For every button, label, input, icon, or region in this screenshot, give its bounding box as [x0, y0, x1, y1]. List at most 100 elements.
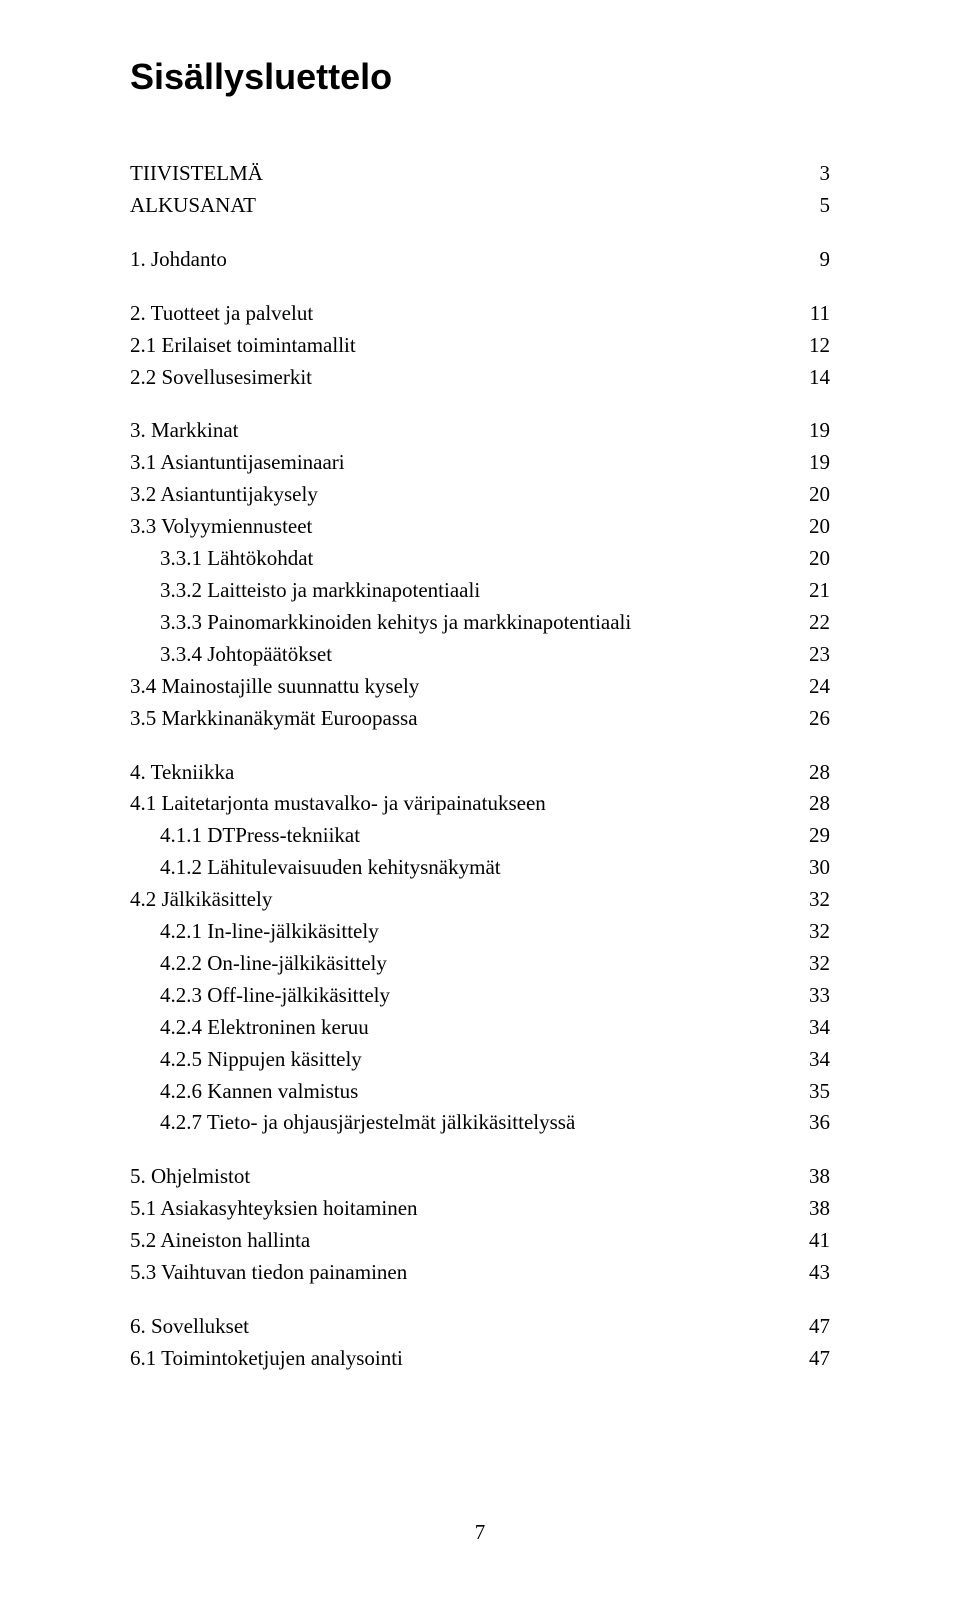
toc-entry: 4.1.1 DTPress-tekniikat 29 — [130, 820, 830, 852]
toc-entry: 3.2 Asiantuntijakysely 20 — [130, 479, 830, 511]
toc-entry-label: 3.3.1 Lähtökohdat — [130, 543, 313, 575]
toc-entry-label: 3.3.2 Laitteisto ja markkinapotentiaali — [130, 575, 480, 607]
toc-entry-page: 33 — [790, 980, 830, 1012]
toc-entry-page: 36 — [790, 1107, 830, 1139]
toc-entry-label: 4.2 Jälkikäsittely — [130, 884, 272, 916]
section-gap — [130, 735, 830, 757]
toc-entry-label: 4.1.1 DTPress-tekniikat — [130, 820, 360, 852]
toc-entry-page: 20 — [790, 511, 830, 543]
toc-entry-page: 21 — [790, 575, 830, 607]
toc-entry: 4.2 Jälkikäsittely 32 — [130, 884, 830, 916]
toc-entry-label: 3.3.4 Johtopäätökset — [130, 639, 332, 671]
toc-entry-label: 3.2 Asiantuntijakysely — [130, 479, 318, 511]
toc-entry-page: 32 — [790, 884, 830, 916]
toc-entry-label: 4. Tekniikka — [130, 757, 234, 789]
toc-entry-label: 4.1 Laitetarjonta mustavalko- ja väripai… — [130, 788, 546, 820]
toc-entry-page: 43 — [790, 1257, 830, 1289]
toc-entry-label: 6.1 Toimintoketjujen analysointi — [130, 1343, 403, 1375]
toc-entry-label: 5. Ohjelmistot — [130, 1161, 250, 1193]
toc-entry: 4.2.6 Kannen valmistus35 — [130, 1076, 830, 1108]
toc-entry: 4. Tekniikka 28 — [130, 757, 830, 789]
toc-entry-page: 41 — [790, 1225, 830, 1257]
toc-entry: 5.2 Aineiston hallinta 41 — [130, 1225, 830, 1257]
toc-entry-page: 30 — [790, 852, 830, 884]
toc-entry-page: 12 — [790, 330, 830, 362]
toc-entry-label: 4.2.4 Elektroninen keruu — [130, 1012, 369, 1044]
toc-entry: ALKUSANAT 5 — [130, 190, 830, 222]
toc-entry: 2.1 Erilaiset toimintamallit 12 — [130, 330, 830, 362]
toc-entry: 4.2.2 On-line-jälkikäsittely32 — [130, 948, 830, 980]
document-page: Sisällysluettelo TIIVISTELMÄ 3 ALKUSANAT 5 1… — [0, 0, 960, 1597]
section-gap — [130, 276, 830, 298]
toc-entry-page: 20 — [790, 543, 830, 575]
toc-entry-label: 3.3 Volyymiennusteet — [130, 511, 312, 543]
toc-entry: 4.2.7 Tieto- ja ohjausjärjestelmät jälki… — [130, 1107, 830, 1139]
toc-entry-label: 3.3.3 Painomarkkinoiden kehitys ja markk… — [130, 607, 631, 639]
section-gap — [130, 222, 830, 244]
toc-entry-page: 38 — [790, 1193, 830, 1225]
toc-entry-label: 2. Tuotteet ja palvelut — [130, 298, 313, 330]
toc-entry-page: 19 — [790, 447, 830, 479]
toc-entry: 6.1 Toimintoketjujen analysointi 47 — [130, 1343, 830, 1375]
toc-entry: 3.3.4 Johtopäätökset 23 — [130, 639, 830, 671]
toc-entry: 6. Sovellukset 47 — [130, 1311, 830, 1343]
toc-entry-page: 47 — [790, 1311, 830, 1343]
toc-entry: 2. Tuotteet ja palvelut 11 — [130, 298, 830, 330]
toc-entry: 3.1 Asiantuntijaseminaari 19 — [130, 447, 830, 479]
toc-entry-label: 3.5 Markkinanäkymät Euroopassa — [130, 703, 418, 735]
toc-entry: 4.2.5 Nippujen käsittely34 — [130, 1044, 830, 1076]
toc-entry: TIIVISTELMÄ 3 — [130, 158, 830, 190]
toc-entry-label: TIIVISTELMÄ — [130, 158, 263, 190]
toc-entry-label: 5.2 Aineiston hallinta — [130, 1225, 310, 1257]
toc-entry-page: 34 — [790, 1044, 830, 1076]
toc-entry-label: 2.2 Sovellusesimerkit — [130, 362, 312, 394]
toc-entry-label: 4.2.6 Kannen valmistus — [130, 1076, 358, 1108]
toc-entry: 1. Johdanto 9 — [130, 244, 830, 276]
toc-entry: 3.3 Volyymiennusteet 20 — [130, 511, 830, 543]
toc-entry-page: 28 — [790, 757, 830, 789]
toc-entry-label: 3.4 Mainostajille suunnattu kysely — [130, 671, 419, 703]
toc-entry-label: 5.3 Vaihtuvan tiedon painaminen — [130, 1257, 407, 1289]
toc-entry-label: 1. Johdanto — [130, 244, 227, 276]
toc-entry: 4.2.3 Off-line-jälkikäsittely 33 — [130, 980, 830, 1012]
toc-entry-page: 9 — [790, 244, 830, 276]
toc-entry: 3. Markkinat 19 — [130, 415, 830, 447]
section-gap — [130, 1289, 830, 1311]
toc-entry-label: 2.1 Erilaiset toimintamallit — [130, 330, 356, 362]
page-title: Sisällysluettelo — [130, 56, 830, 98]
toc-entry: 4.1 Laitetarjonta mustavalko- ja väripai… — [130, 788, 830, 820]
section-gap — [130, 393, 830, 415]
toc-entry-label: 3. Markkinat — [130, 415, 238, 447]
toc-entry-page: 23 — [790, 639, 830, 671]
toc-entry: 3.3.1 Lähtökohdat 20 — [130, 543, 830, 575]
toc-entry: 3.5 Markkinanäkymät Euroopassa 26 — [130, 703, 830, 735]
toc-entry-page: 47 — [790, 1343, 830, 1375]
toc-entry: 3.3.2 Laitteisto ja markkinapotentiaali 2… — [130, 575, 830, 607]
toc-entry-page: 29 — [790, 820, 830, 852]
toc-entry-page: 5 — [790, 190, 830, 222]
toc-entry-page: 3 — [790, 158, 830, 190]
toc-entry: 3.4 Mainostajille suunnattu kysely 24 — [130, 671, 830, 703]
toc-entry-page: 32 — [790, 916, 830, 948]
toc-entry: 5. Ohjelmistot 38 — [130, 1161, 830, 1193]
toc-entry-page: 26 — [790, 703, 830, 735]
toc-entry-label: 4.2.7 Tieto- ja ohjausjärjestelmät jälki… — [130, 1107, 575, 1139]
section-gap — [130, 1139, 830, 1161]
toc-entry-page: 34 — [790, 1012, 830, 1044]
page-number: 7 — [0, 1520, 960, 1545]
toc-entry: 4.1.2 Lähitulevaisuuden kehitysnäkymät 30 — [130, 852, 830, 884]
toc-entry-label: 3.1 Asiantuntijaseminaari — [130, 447, 345, 479]
toc-entry-page: 28 — [790, 788, 830, 820]
toc-entry-page: 11 — [790, 298, 830, 330]
toc-entry-label: 6. Sovellukset — [130, 1311, 249, 1343]
toc-entry-label: ALKUSANAT — [130, 190, 256, 222]
toc-entry-page: 14 — [790, 362, 830, 394]
toc-entry-page: 19 — [790, 415, 830, 447]
toc-entry-page: 24 — [790, 671, 830, 703]
toc-entry: 4.2.1 In-line-jälkikäsittely32 — [130, 916, 830, 948]
toc-entry-page: 38 — [790, 1161, 830, 1193]
toc-entry: 4.2.4 Elektroninen keruu 34 — [130, 1012, 830, 1044]
toc-entry-page: 20 — [790, 479, 830, 511]
toc-entry-label: 4.2.3 Off-line-jälkikäsittely — [130, 980, 390, 1012]
toc-entry-label: 4.1.2 Lähitulevaisuuden kehitysnäkymät — [130, 852, 501, 884]
